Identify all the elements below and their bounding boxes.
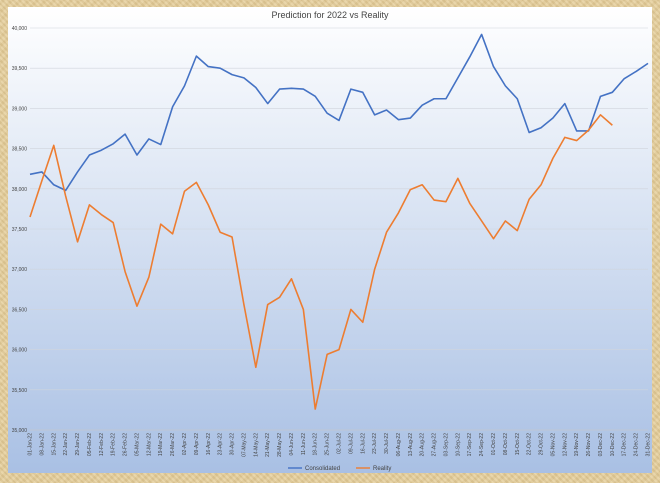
series-lines bbox=[29, 33, 649, 410]
x-tick-label: 17-Sep-22 bbox=[467, 433, 473, 457]
x-tick-label: 11-Jun-22 bbox=[301, 433, 307, 455]
x-tick-label: 12-Mar-22 bbox=[146, 433, 152, 456]
legend-label: Reality bbox=[373, 466, 391, 472]
x-tick-label: 23-Jul-22 bbox=[372, 433, 378, 454]
x-tick-label: 10-Sep-22 bbox=[455, 433, 461, 457]
y-tick-label: 37,000 bbox=[12, 267, 28, 273]
x-tick-label: 29-Oct-22 bbox=[539, 433, 545, 455]
x-tick-label: 24-Dec-22 bbox=[634, 433, 640, 457]
x-tick-label: 26-Feb-22 bbox=[123, 433, 129, 456]
x-tick-label: 02-Jul-22 bbox=[337, 433, 343, 454]
x-tick-label: 05-Nov-22 bbox=[550, 433, 556, 457]
x-tick-label: 05-Mar-22 bbox=[134, 433, 140, 456]
x-tick-label: 01-Jan-22 bbox=[28, 433, 34, 456]
x-tick-label: 29-Jan-22 bbox=[75, 433, 81, 456]
x-tick-label: 07-May-22 bbox=[241, 433, 247, 457]
x-tick-label: 22-Oct-22 bbox=[527, 433, 533, 455]
x-tick-label: 19-Mar-22 bbox=[158, 433, 164, 456]
x-tick-label: 08-Jan-22 bbox=[39, 433, 45, 456]
y-tick-label: 35,500 bbox=[12, 388, 28, 394]
x-tick-label: 05-Feb-22 bbox=[87, 433, 93, 456]
x-tick-label: 03-Sep-22 bbox=[443, 433, 449, 457]
x-tick-label: 25-Jun-22 bbox=[325, 433, 331, 456]
y-tick-label: 38,000 bbox=[12, 187, 28, 193]
x-tick-label: 30-Jul-22 bbox=[384, 433, 390, 454]
x-tick-label: 16-Apr-22 bbox=[206, 433, 212, 455]
x-tick-label: 15-Jan-22 bbox=[51, 433, 57, 456]
legend-label: Consolidated bbox=[305, 466, 340, 472]
x-tick-label: 09-Jul-22 bbox=[348, 433, 354, 454]
x-tick-label: 08-Oct-22 bbox=[503, 433, 509, 455]
x-tick-label: 03-Dec-22 bbox=[598, 433, 604, 457]
x-tick-label: 17-Dec-22 bbox=[622, 433, 628, 457]
y-tick-label: 36,000 bbox=[12, 348, 28, 354]
x-tick-label: 04-Jun-22 bbox=[289, 433, 295, 456]
x-tick-label: 06-Aug-22 bbox=[396, 433, 402, 457]
x-tick-label: 21-May-22 bbox=[265, 433, 271, 457]
series-line-consolidated bbox=[29, 33, 649, 192]
series-line-reality bbox=[29, 114, 613, 410]
x-tick-label: 30-Apr-22 bbox=[230, 433, 236, 455]
x-tick-label: 27-Aug-22 bbox=[432, 433, 438, 457]
y-tick-label: 37,500 bbox=[12, 227, 28, 233]
gridlines bbox=[30, 27, 648, 431]
x-tick-label: 02-Apr-22 bbox=[182, 433, 188, 455]
x-tick-labels: 01-Jan-22 08-Jan-22 15-Jan-22 22-Jan-22 29-J… bbox=[28, 433, 652, 457]
x-tick-label: 12-Nov-22 bbox=[562, 433, 568, 457]
y-tick-label: 39,500 bbox=[12, 66, 28, 72]
x-tick-label: 22-Jan-22 bbox=[63, 433, 69, 456]
x-tick-label: 26-Nov-22 bbox=[586, 433, 592, 457]
y-tick-labels: 35,000 35,500 36,000 36,500 37,000 37,500 38,0… bbox=[12, 26, 28, 434]
x-tick-label: 28-May-22 bbox=[277, 433, 283, 457]
y-tick-label: 36,500 bbox=[12, 307, 28, 313]
chart-area bbox=[8, 7, 652, 473]
x-tick-label: 26-Mar-22 bbox=[170, 433, 176, 456]
x-tick-label: 31-Dec-22 bbox=[646, 433, 652, 457]
x-tick-label: 19-Nov-22 bbox=[574, 433, 580, 457]
x-tick-label: 18-Jun-22 bbox=[313, 433, 319, 456]
x-tick-label: 01-Oct-22 bbox=[491, 433, 497, 455]
x-tick-label: 09-Apr-22 bbox=[194, 433, 200, 455]
x-tick-label: 19-Feb-22 bbox=[111, 433, 117, 456]
x-tick-label: 14-May-22 bbox=[253, 433, 259, 457]
y-tick-label: 39,000 bbox=[12, 106, 28, 112]
x-tick-label: 13-Aug-22 bbox=[408, 433, 414, 457]
y-tick-label: 35,000 bbox=[12, 428, 28, 434]
x-tick-label: 10-Dec-22 bbox=[610, 433, 616, 457]
x-tick-label: 24-Sep-22 bbox=[479, 433, 485, 457]
legend: Consolidated Reality bbox=[288, 466, 391, 472]
chart-title: Prediction for 2022 vs Reality bbox=[271, 10, 389, 20]
x-tick-label: 15-Oct-22 bbox=[515, 433, 521, 455]
y-tick-label: 40,000 bbox=[12, 26, 28, 32]
x-tick-label: 20-Aug-22 bbox=[420, 433, 426, 457]
y-tick-label: 38,500 bbox=[12, 147, 28, 153]
x-tick-label: 23-Apr-22 bbox=[218, 433, 224, 455]
x-tick-label: 12-Feb-22 bbox=[99, 433, 105, 456]
x-tick-label: 16-Jul-22 bbox=[360, 433, 366, 454]
